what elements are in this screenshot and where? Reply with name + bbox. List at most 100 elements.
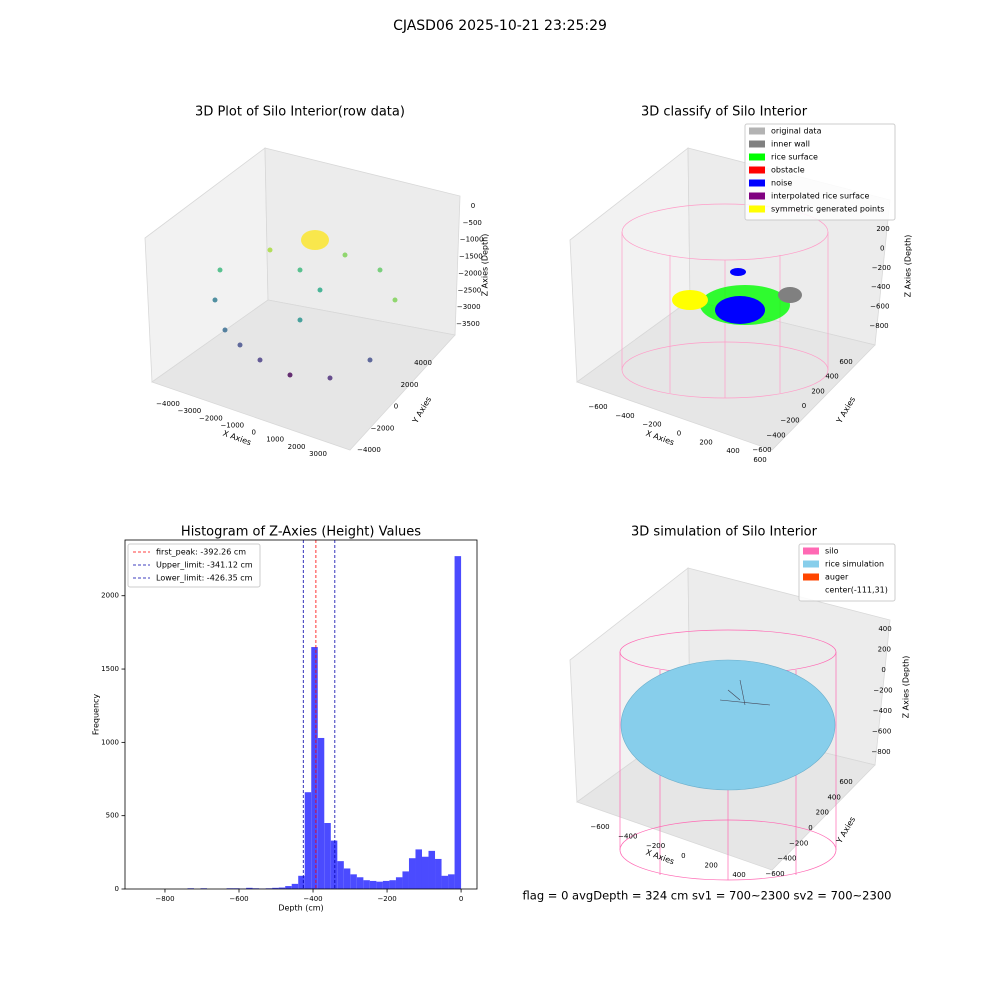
z-tick-label: −200 <box>872 264 891 272</box>
z-tick-label: −3000 <box>457 303 481 311</box>
x-tick-label: 400 <box>732 871 745 879</box>
z-tick-label: −600 <box>872 728 891 736</box>
bar <box>278 887 286 889</box>
y-axis-label: Y Axies <box>834 395 857 425</box>
y-tick-label: 1000 <box>101 738 119 746</box>
z-tick-label: −3500 <box>456 320 480 328</box>
z-tick-label: −400 <box>873 707 892 715</box>
z-tick-label: −400 <box>871 283 890 291</box>
z-tick-label: −1000 <box>460 236 484 244</box>
legend-swatch <box>749 192 765 200</box>
legend-label: original data <box>771 127 822 136</box>
bar <box>285 886 292 889</box>
y-tick-label: 600 <box>839 358 852 366</box>
panel-title: Histogram of Z-Axies (Height) Values <box>181 525 421 540</box>
y-axis-label: Frequency <box>92 694 101 736</box>
bar <box>363 880 370 889</box>
y-axis-label: Y Axies <box>834 815 857 845</box>
x-tick-label: −200 <box>646 842 665 850</box>
bar <box>304 792 312 889</box>
y-tick-label: 0 <box>394 403 398 411</box>
panel-title: 3D classify of Silo Interior <box>641 105 808 120</box>
x-tick-label: −2000 <box>199 414 223 422</box>
panel-1-box <box>144 147 461 451</box>
x-tick-label: −600 <box>588 403 607 411</box>
y-tick-label: 400 <box>827 793 840 801</box>
z-tick-label: −800 <box>871 748 890 756</box>
legend-label: symmetric generated points <box>771 205 884 214</box>
bar <box>298 875 305 889</box>
y-tick-label: 0 <box>808 824 812 832</box>
x-axis-label: X Axies <box>645 429 676 448</box>
legend-label: Lower_limit: -426.35 cm <box>156 574 253 583</box>
y-tick-label: 200 <box>811 387 824 395</box>
legend-swatch <box>803 547 819 555</box>
z-axis-label: Z Axies (Depth) <box>902 656 911 719</box>
y-tick-label: 200 <box>816 809 829 817</box>
legend-label: inner wall <box>771 140 810 149</box>
legend-label: rice simulation <box>825 560 884 569</box>
x-tick-label: 600 <box>753 456 766 464</box>
bar <box>395 877 403 889</box>
x-tick-label: 0 <box>459 895 463 903</box>
legend-label: auger <box>825 573 849 582</box>
y-tick-label: −400 <box>766 431 785 439</box>
y-tick-label: 0 <box>802 402 806 410</box>
z-tick-label: −1500 <box>459 253 483 261</box>
y-tick-label: −200 <box>780 417 799 425</box>
rice-surface <box>620 659 836 791</box>
panel-3-box <box>569 567 891 881</box>
legend-box <box>127 543 261 588</box>
z-tick-label: −800 <box>869 322 888 330</box>
bar <box>317 737 325 889</box>
auger <box>719 679 771 706</box>
legend-label: center(-111,31) <box>825 586 888 595</box>
z-tick-label: 200 <box>878 646 891 654</box>
bar <box>324 823 331 889</box>
x-tick-label: −400 <box>615 412 634 420</box>
x-tick-label: −3000 <box>178 407 202 415</box>
y-tick-label: −2000 <box>371 424 395 432</box>
z-tick-label: −2500 <box>458 286 482 294</box>
legend-label: Upper_limit: -341.12 cm <box>156 561 253 570</box>
bar <box>369 880 377 889</box>
x-tick-label: 3000 <box>309 450 327 458</box>
bar <box>435 858 442 889</box>
silo-wireframe <box>621 203 829 399</box>
x-tick-label: 2000 <box>288 443 306 451</box>
z-tick-label: 0 <box>881 666 885 674</box>
x-tick-label: −400 <box>303 895 322 903</box>
y-axis-label: Y Axies <box>410 395 433 425</box>
z-tick-label: 0 <box>471 202 475 210</box>
legend-label: interpolated rice surface <box>771 192 869 201</box>
legend-swatch <box>749 166 765 174</box>
legend-label: rice surface <box>771 153 818 162</box>
x-tick-label: 0 <box>251 429 255 437</box>
x-axis-label: Depth (cm) <box>278 904 323 913</box>
legend-swatch <box>749 205 765 213</box>
bar <box>389 880 396 889</box>
bar <box>356 877 364 889</box>
y-tick-label: 2000 <box>101 592 119 600</box>
x-axis-label: X Axies <box>222 429 253 448</box>
bar <box>428 850 436 889</box>
panel-title: 3D Plot of Silo Interior(row data) <box>195 105 405 120</box>
bar <box>337 861 344 889</box>
panel-title: 3D simulation of Silo Interior <box>631 525 818 540</box>
x-tick-label: −800 <box>155 895 174 903</box>
bar <box>376 881 383 889</box>
y-tick-label: 2000 <box>401 381 419 389</box>
y-tick-label: −600 <box>752 446 771 454</box>
legend-box <box>744 123 896 221</box>
x-tick-label: 400 <box>726 447 739 455</box>
bar <box>408 858 416 889</box>
y-tick-label: 0 <box>115 885 119 893</box>
y-tick-label: 500 <box>106 812 119 820</box>
x-tick-label: 0 <box>681 852 685 860</box>
legend-label: obstacle <box>771 166 805 175</box>
legend-label: silo <box>825 547 839 556</box>
x-tick-label: −600 <box>229 895 248 903</box>
bar <box>343 868 351 889</box>
annotation: flag = 0 avgDepth = 324 cm sv1 = 700~230… <box>523 889 892 903</box>
